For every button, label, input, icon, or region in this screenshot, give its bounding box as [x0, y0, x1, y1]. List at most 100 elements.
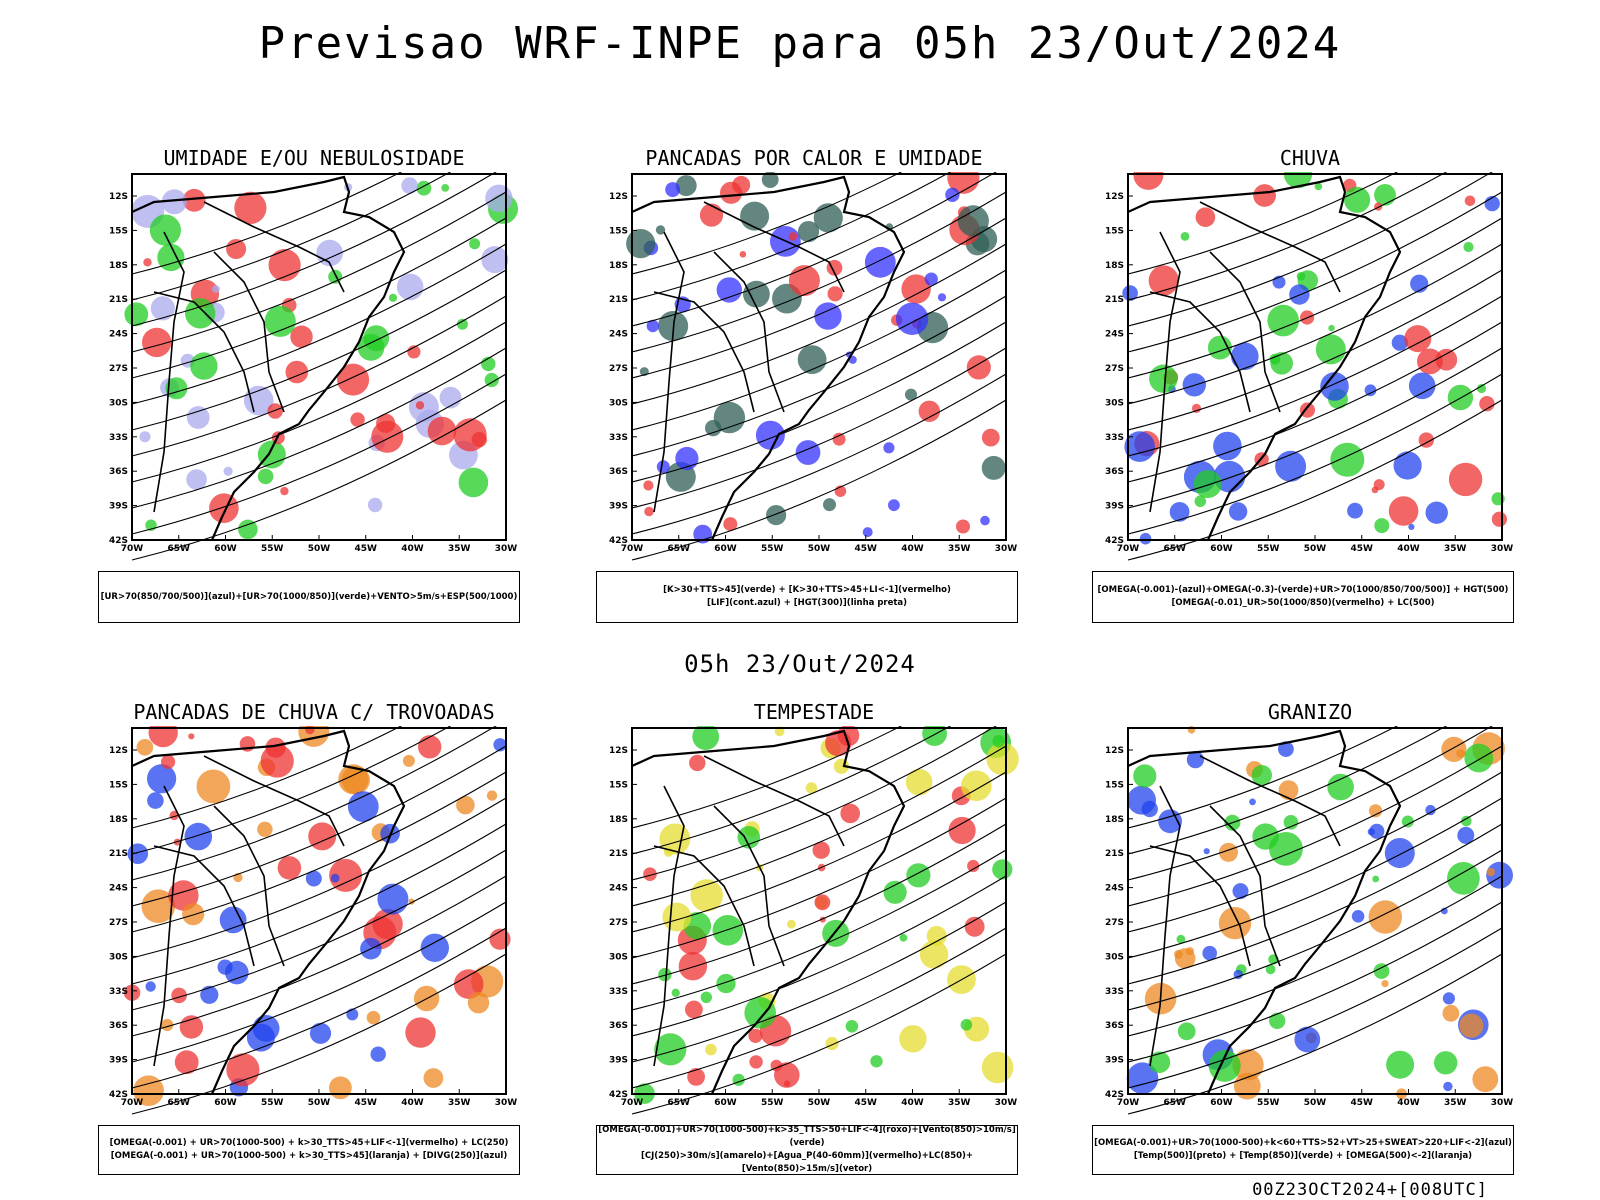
lat-label: 18S [609, 261, 628, 271]
field-blob [761, 172, 779, 188]
field-blob [223, 466, 233, 476]
streamline [1127, 217, 1503, 379]
field-blob [906, 863, 931, 888]
lat-label: 21S [1105, 849, 1124, 859]
field-blob [1328, 324, 1335, 332]
lon-label: 30W [995, 1098, 1018, 1108]
field-blob [423, 1068, 444, 1088]
field-blob [396, 273, 424, 301]
lon-label: 60W [1210, 544, 1233, 554]
lat-label: 42S [109, 536, 128, 546]
border-line [203, 201, 345, 293]
lat-label: 15S [1105, 780, 1124, 790]
legend-line: [OMEGA(-0.001) + UR>70(1000-500) + k>30_… [109, 1138, 509, 1148]
field-blob [1330, 442, 1365, 477]
field-blob [783, 1080, 791, 1087]
field-blob [1233, 1072, 1261, 1100]
field-blob [363, 325, 390, 352]
legend-line: [OMEGA(-0.001)+UR>70(1000-500)+k>35_TTS>… [598, 1125, 1016, 1148]
field-blob [458, 467, 489, 498]
field-blob [1373, 963, 1390, 979]
field-blob [1127, 785, 1156, 815]
streamline [631, 726, 997, 881]
streamline [1127, 191, 1503, 353]
field-blob [1231, 342, 1259, 371]
field-blob [182, 903, 205, 926]
field-blob [418, 735, 442, 759]
field-blob [1133, 172, 1164, 190]
border-line [1199, 201, 1341, 293]
lat-label: 42S [609, 536, 628, 546]
streamline [1127, 726, 1493, 881]
field-blob [770, 1059, 783, 1072]
field-blob [367, 497, 383, 513]
field-blob [337, 363, 370, 396]
lon-label: 70W [1117, 1098, 1140, 1108]
border-line [1199, 755, 1341, 847]
panel-title: PANCADAS DE CHUVA C/ TROVOADAS [133, 700, 495, 724]
field-blob [1344, 186, 1371, 213]
lat-label: 12S [109, 192, 128, 202]
field-blob [723, 517, 738, 532]
field-blob [1122, 285, 1138, 301]
lat-label: 21S [109, 295, 128, 305]
streamline [631, 191, 1007, 353]
field-blob [1294, 1026, 1321, 1053]
lon-label: 45W [355, 544, 378, 554]
field-blob [1351, 910, 1365, 923]
lat-label: 39S [109, 1056, 128, 1066]
field-blob [787, 919, 796, 929]
field-blob [308, 822, 337, 851]
field-blob [705, 1043, 717, 1056]
field-blob [350, 412, 365, 427]
streamline [1127, 172, 1399, 275]
streamline [131, 726, 403, 829]
field-blob [766, 505, 787, 526]
streamline [131, 849, 507, 1011]
field-blob [238, 519, 258, 540]
field-blob [737, 826, 761, 849]
streamline [131, 243, 507, 405]
streamline [631, 875, 1007, 1037]
lon-label: 30W [1491, 544, 1514, 554]
field-blob [441, 184, 450, 192]
streamline [631, 771, 1007, 933]
field-blob [716, 277, 742, 303]
streamline [131, 295, 507, 457]
lon-label: 40W [1397, 1098, 1420, 1108]
lat-label: 15S [109, 780, 128, 790]
streamline [131, 823, 507, 985]
lat-label: 36S [609, 1021, 628, 1031]
streamline [631, 243, 1007, 405]
lon-label: 65W [168, 1098, 191, 1108]
field-blob [1457, 826, 1475, 844]
field-blob [1315, 334, 1346, 365]
field-blob [1275, 450, 1307, 482]
streamline [1127, 243, 1503, 405]
field-blob [980, 515, 990, 526]
field-blob [1213, 431, 1242, 461]
field-blob [157, 243, 185, 272]
lon-label: 30W [995, 544, 1018, 554]
field-blob [257, 821, 273, 837]
field-blob [388, 293, 398, 302]
field-blob [405, 1017, 436, 1048]
field-blob [185, 298, 216, 329]
field-blob [832, 432, 846, 446]
field-blob [401, 177, 418, 194]
lat-label: 42S [1105, 1090, 1124, 1100]
field-blob [1373, 479, 1385, 491]
lon-label: 40W [401, 544, 424, 554]
field-blob [1194, 495, 1207, 508]
field-blob [689, 754, 706, 772]
streamline [131, 797, 507, 959]
streamline [131, 726, 497, 881]
field-blob [1148, 1051, 1171, 1073]
field-blob [656, 460, 670, 474]
lat-label: 27S [1105, 364, 1124, 374]
lat-label: 27S [109, 918, 128, 928]
lat-label: 42S [1105, 536, 1124, 546]
field-blob [1464, 743, 1494, 773]
field-blob [1267, 304, 1299, 337]
